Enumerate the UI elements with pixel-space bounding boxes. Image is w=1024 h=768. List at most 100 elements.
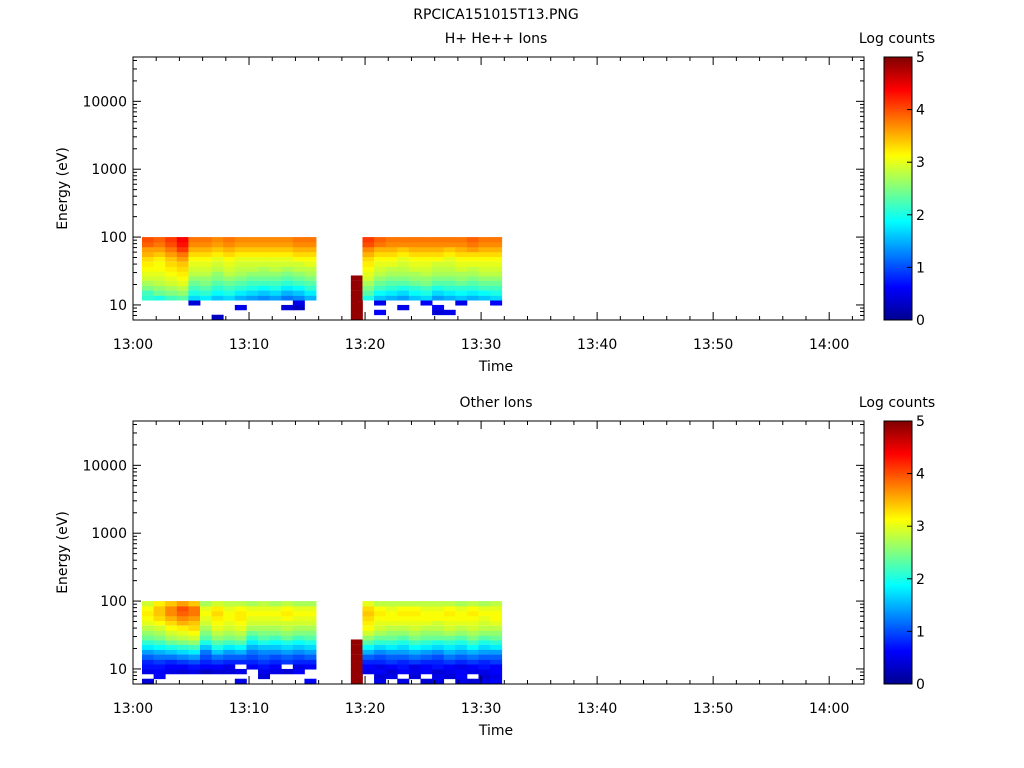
heatmap-cell (408, 237, 421, 243)
heatmap-cell (478, 280, 491, 286)
heatmap-cell (490, 664, 503, 670)
heatmap-cell (420, 649, 433, 655)
heatmap-cell (234, 639, 247, 645)
heatmap-cell (374, 635, 387, 641)
heatmap-cell (455, 664, 468, 670)
heatmap-cell (397, 246, 410, 253)
heatmap-cell (304, 630, 317, 636)
heatmap-cell (211, 668, 224, 675)
heatmap-cell (292, 241, 305, 248)
heatmap-cell (281, 304, 294, 311)
heatmap-cell (211, 615, 224, 622)
colorbar-tick-label: 5 (916, 50, 925, 66)
heatmap-cell (432, 237, 445, 243)
heatmap-cell (478, 625, 491, 631)
heatmap-cell (176, 295, 189, 301)
heatmap-cell (269, 601, 282, 607)
heatmap-cell (165, 620, 178, 626)
heatmap-cell (490, 644, 503, 650)
heatmap-cell (153, 654, 166, 660)
heatmap-cell (432, 605, 445, 612)
heatmap-cell (165, 605, 178, 612)
heatmap-cell (234, 275, 247, 281)
heatmap-cell (374, 601, 387, 607)
heatmap-cell (432, 668, 445, 675)
heatmap-cell (362, 266, 375, 272)
heatmap-cell (165, 615, 178, 622)
heatmap-cell (234, 649, 247, 655)
heatmap-cell (432, 261, 445, 267)
heatmap-cell (408, 644, 421, 650)
heatmap-cell (281, 237, 294, 243)
heatmap-cell (478, 673, 491, 680)
heatmap-cell (432, 246, 445, 253)
heatmap-cell (455, 237, 468, 243)
heatmap-cell (408, 668, 421, 675)
heatmap-cell (374, 659, 387, 665)
heatmap-cell (350, 285, 363, 291)
heatmap-cell (292, 266, 305, 272)
x-axis-ticks (132, 57, 853, 320)
heatmap-cell (223, 241, 236, 248)
heatmap-cell (223, 251, 236, 258)
heatmap-cell (397, 668, 410, 675)
heatmap-cell (478, 649, 491, 655)
heatmap-cell (466, 256, 479, 262)
heatmap-cell (269, 271, 282, 277)
heatmap-cell (490, 678, 503, 685)
heatmap-cell (385, 620, 398, 626)
heatmap-cell (350, 290, 363, 296)
heatmap-cell (211, 275, 224, 281)
heatmap-cell (478, 241, 491, 248)
heatmap-cell (188, 639, 201, 645)
heatmap-cell (397, 237, 410, 243)
heatmap-cell (292, 605, 305, 612)
heatmap-cell (374, 309, 387, 316)
heatmap-cell (246, 246, 259, 253)
heatmap-cell (350, 668, 363, 675)
heatmap-cell (374, 649, 387, 655)
heatmap-cell (420, 285, 433, 291)
heatmap-cell (153, 246, 166, 253)
heatmap-cell (374, 673, 387, 680)
x-axis-label: Time (478, 359, 513, 375)
heatmap-cell (420, 605, 433, 612)
heatmap-cell (443, 664, 456, 670)
heatmap-cell (258, 285, 271, 291)
heatmap-cell (200, 605, 213, 612)
heatmap-cell (292, 300, 305, 306)
heatmap-cell (350, 654, 363, 660)
heatmap-cell (281, 290, 294, 296)
heatmap-cell (292, 246, 305, 253)
heatmap-cell (200, 639, 213, 645)
heatmap-cell (281, 285, 294, 291)
heatmap-cell (258, 664, 271, 670)
heatmap-cell (292, 630, 305, 636)
heatmap-cell (165, 290, 178, 296)
heatmap-cell (165, 664, 178, 670)
heatmap-cell (420, 620, 433, 626)
heatmap-cell (408, 605, 421, 612)
heatmap-cell (362, 271, 375, 277)
heatmap-cell (478, 644, 491, 650)
heatmap-cell (246, 266, 259, 272)
heatmap-cell (153, 664, 166, 670)
heatmap-cell (211, 644, 224, 650)
heatmap-cell (200, 275, 213, 281)
heatmap-cell (292, 620, 305, 626)
heatmap-cell (443, 610, 456, 617)
heatmap-cell (165, 246, 178, 253)
heatmap-cell (385, 251, 398, 258)
heatmap-cell (269, 280, 282, 286)
heatmap-cell (304, 275, 317, 281)
heatmap-cell (374, 271, 387, 277)
heatmap-cell (350, 314, 363, 321)
heatmap-cell (455, 639, 468, 645)
heatmap-cell (397, 261, 410, 267)
heatmap-cell (269, 241, 282, 248)
heatmap-cell (374, 275, 387, 281)
heatmap-cell (304, 664, 317, 670)
heatmap-cell (397, 630, 410, 636)
heatmap-cell (258, 266, 271, 272)
